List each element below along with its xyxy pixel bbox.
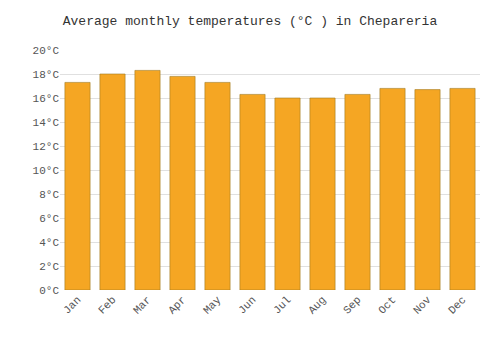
svg-text:4°C: 4°C [39, 237, 59, 249]
svg-text:18°C: 18°C [33, 69, 60, 81]
svg-text:Jun: Jun [236, 294, 258, 316]
svg-text:6°C: 6°C [39, 213, 59, 225]
svg-text:Feb: Feb [96, 294, 118, 316]
svg-text:20°C: 20°C [33, 45, 60, 57]
svg-text:Average monthly temperatures (: Average monthly temperatures (°C ) in Ch… [63, 14, 438, 29]
svg-text:Apr: Apr [166, 294, 188, 316]
svg-text:2°C: 2°C [39, 261, 59, 273]
svg-text:Oct: Oct [376, 294, 398, 316]
svg-text:Aug: Aug [306, 294, 328, 316]
svg-text:16°C: 16°C [33, 93, 60, 105]
svg-text:10°C: 10°C [33, 165, 60, 177]
svg-text:Jan: Jan [61, 294, 83, 316]
svg-text:Nov: Nov [411, 294, 434, 317]
svg-text:12°C: 12°C [33, 141, 60, 153]
svg-text:May: May [201, 294, 224, 317]
svg-text:8°C: 8°C [39, 189, 59, 201]
svg-text:0°C: 0°C [39, 285, 59, 297]
svg-text:Dec: Dec [446, 294, 468, 316]
svg-text:Sep: Sep [341, 294, 363, 316]
svg-text:14°C: 14°C [33, 117, 60, 129]
svg-text:Jul: Jul [271, 294, 293, 316]
svg-text:Mar: Mar [131, 294, 153, 316]
